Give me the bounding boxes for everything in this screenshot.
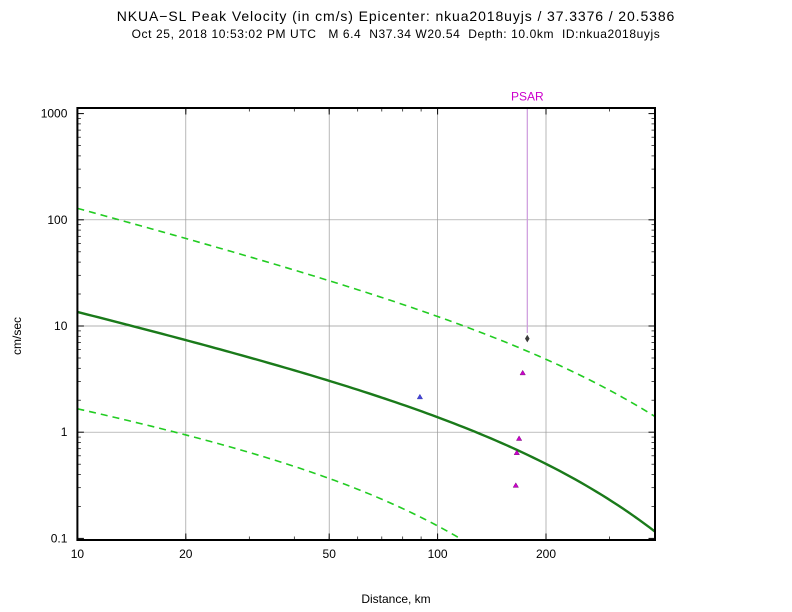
- svg-text:1000: 1000: [41, 107, 68, 121]
- svg-text:100: 100: [428, 547, 448, 561]
- svg-text:PSAR: PSAR: [511, 90, 544, 104]
- svg-text:50: 50: [323, 547, 337, 561]
- svg-text:200: 200: [536, 547, 556, 561]
- svg-text:100: 100: [47, 213, 67, 227]
- svg-text:10: 10: [54, 319, 68, 333]
- svg-text:1: 1: [61, 425, 68, 439]
- svg-text:10: 10: [71, 547, 85, 561]
- svg-text:0.1: 0.1: [51, 531, 68, 545]
- svg-text:20: 20: [179, 547, 193, 561]
